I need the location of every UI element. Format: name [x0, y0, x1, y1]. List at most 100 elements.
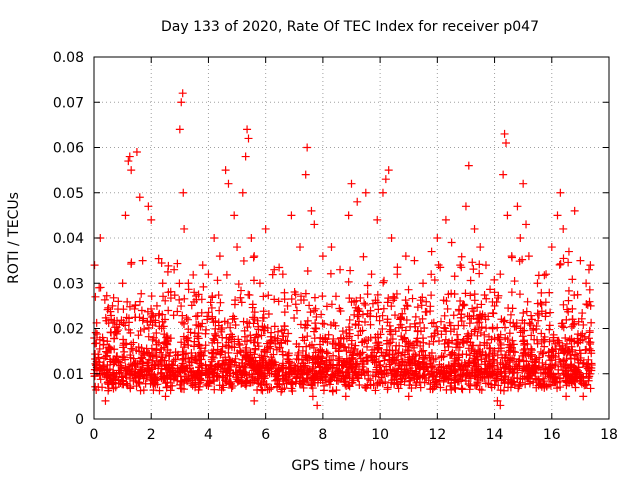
data-point: [352, 296, 361, 305]
data-point: [519, 362, 528, 371]
data-point: [585, 344, 594, 353]
data-point: [353, 197, 362, 206]
data-point: [371, 296, 380, 305]
data-point: [492, 374, 501, 383]
data-point: [346, 266, 355, 275]
data-point: [301, 289, 310, 298]
data-point: [210, 385, 219, 394]
data-point: [437, 362, 446, 371]
data-point: [397, 351, 406, 360]
data-point: [411, 381, 420, 390]
data-point: [148, 376, 157, 385]
data-point: [262, 361, 271, 370]
data-point: [496, 339, 505, 348]
data-point: [194, 329, 203, 338]
data-point: [120, 355, 129, 364]
data-point: [134, 331, 143, 340]
data-point: [310, 306, 319, 315]
data-point: [465, 319, 474, 328]
data-point: [354, 331, 363, 340]
data-point: [480, 357, 489, 366]
data-point: [420, 371, 429, 380]
data-point: [361, 382, 370, 391]
data-point: [551, 361, 560, 370]
data-point: [472, 362, 481, 371]
data-point: [414, 371, 423, 380]
data-point: [400, 333, 409, 342]
data-point: [122, 367, 131, 376]
data-point: [173, 259, 182, 268]
data-point: [390, 373, 399, 382]
data-point: [387, 302, 396, 311]
data-point: [366, 320, 375, 329]
data-point: [471, 372, 480, 381]
data-point: [108, 318, 117, 327]
data-point: [545, 288, 554, 297]
data-point: [485, 361, 494, 370]
data-point: [287, 380, 296, 389]
data-point: [480, 374, 489, 383]
data-point: [374, 305, 383, 314]
data-point: [230, 211, 239, 220]
data-point: [537, 300, 546, 309]
data-point: [234, 280, 243, 289]
data-point: [465, 385, 474, 394]
data-point: [328, 360, 337, 369]
data-point: [512, 322, 521, 331]
x-tick-label: 6: [261, 427, 270, 443]
data-point: [303, 266, 312, 275]
data-points: [90, 89, 596, 410]
data-point: [350, 344, 359, 353]
data-point: [311, 304, 320, 313]
data-point: [242, 343, 251, 352]
data-point: [473, 380, 482, 389]
data-point: [507, 288, 516, 297]
data-point: [568, 345, 577, 354]
data-point: [193, 311, 202, 320]
data-point: [336, 368, 345, 377]
data-point: [333, 361, 342, 370]
data-point: [476, 328, 485, 337]
data-point: [135, 379, 144, 388]
data-point: [339, 374, 348, 383]
data-point: [525, 371, 534, 380]
data-point: [372, 363, 381, 372]
data-point: [221, 353, 230, 362]
data-point: [525, 379, 534, 388]
data-point: [576, 336, 585, 345]
data-point: [238, 188, 247, 197]
data-point: [403, 302, 412, 311]
x-tick-label: 4: [204, 427, 213, 443]
data-point: [306, 308, 315, 317]
data-point: [159, 292, 168, 301]
data-point: [249, 362, 258, 371]
data-point: [109, 293, 118, 302]
data-point: [261, 224, 270, 233]
data-point: [266, 338, 275, 347]
data-point: [432, 368, 441, 377]
data-point: [91, 339, 100, 348]
data-point: [220, 359, 229, 368]
data-point: [175, 295, 184, 304]
data-point: [161, 379, 170, 388]
data-point: [170, 265, 179, 274]
data-point: [162, 383, 171, 392]
data-point: [293, 351, 302, 360]
data-point: [334, 347, 343, 356]
data-point: [174, 350, 183, 359]
data-point: [436, 383, 445, 392]
data-point: [533, 309, 542, 318]
data-point: [395, 341, 404, 350]
data-point: [442, 385, 451, 394]
data-point: [464, 380, 473, 389]
data-point: [385, 327, 394, 336]
data-point: [544, 365, 553, 374]
data-point: [182, 314, 191, 323]
data-point: [507, 343, 516, 352]
data-point: [551, 353, 560, 362]
data-point: [225, 333, 234, 342]
data-point: [148, 335, 157, 344]
data-point: [315, 352, 324, 361]
data-point: [453, 377, 462, 386]
data-point: [501, 323, 510, 332]
